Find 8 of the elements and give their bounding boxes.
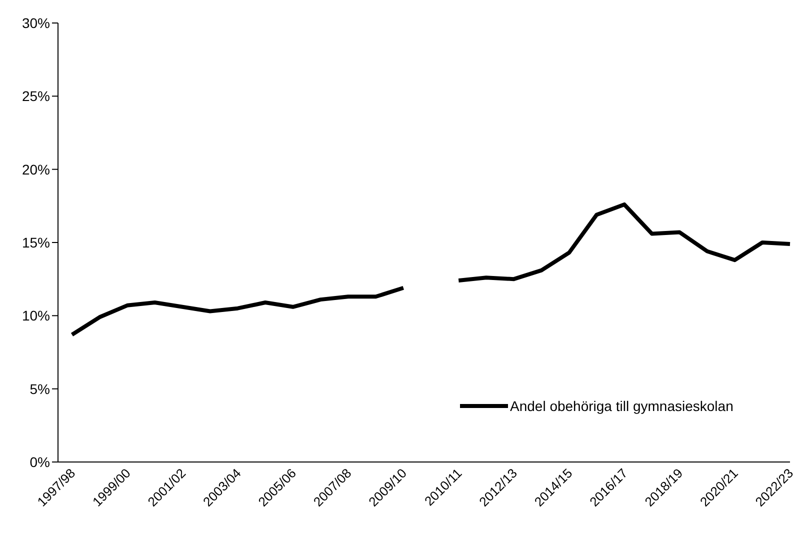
y-tick-label: 30%	[22, 14, 50, 31]
y-tick-label: 10%	[22, 308, 50, 324]
y-tick-label: 25%	[22, 88, 50, 104]
legend-label: Andel obehöriga till gymnasieskolan	[510, 398, 734, 414]
y-tick-label: 5%	[30, 380, 50, 397]
y-tick-label: 20%	[22, 161, 50, 178]
y-tick-label: 0%	[30, 454, 50, 470]
y-tick-label: 15%	[22, 234, 50, 250]
